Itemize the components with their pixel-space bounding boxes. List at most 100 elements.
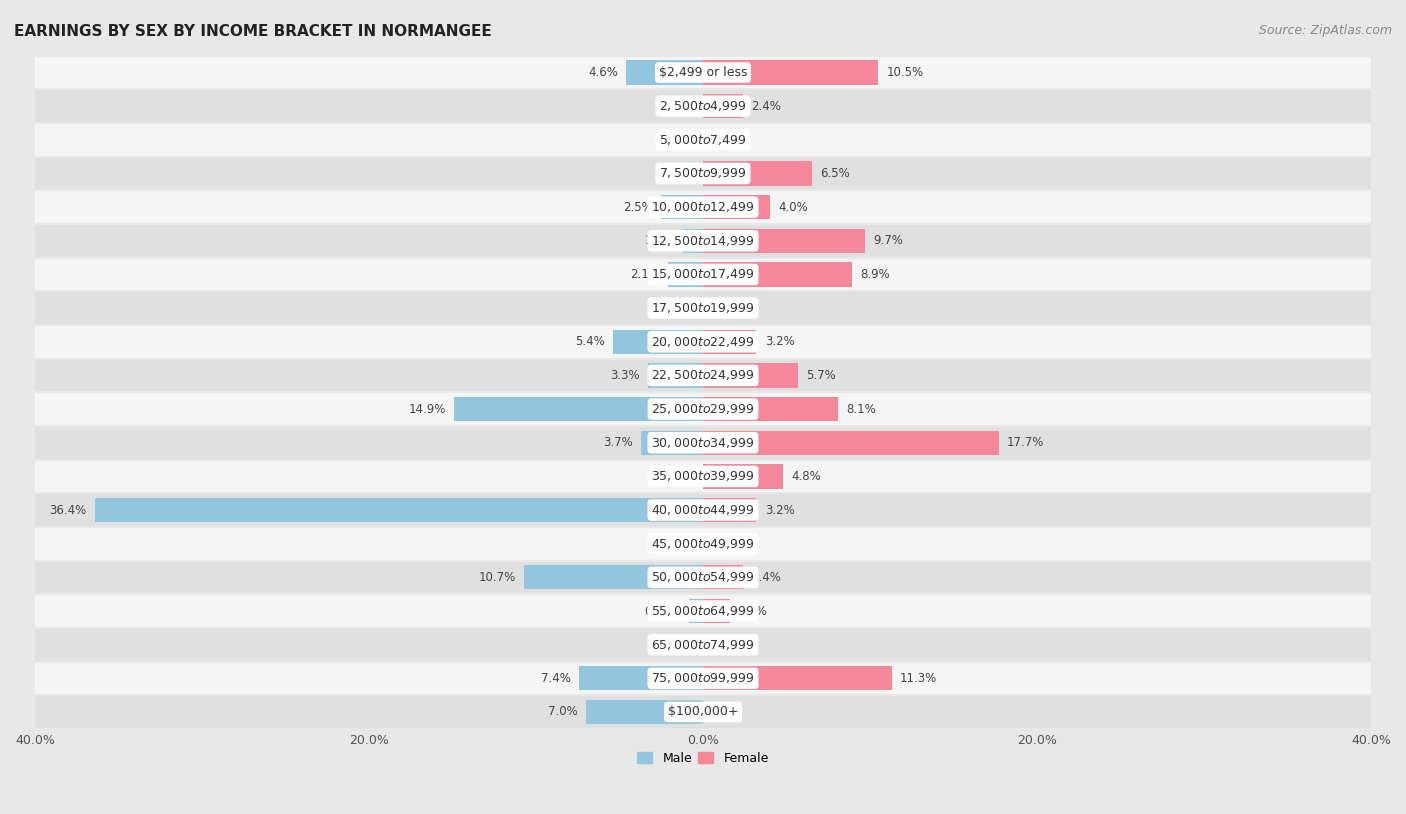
Text: 6.5%: 6.5% bbox=[820, 167, 849, 180]
Text: 0.0%: 0.0% bbox=[711, 133, 741, 147]
Bar bbox=[35, 695, 1371, 729]
Text: Source: ZipAtlas.com: Source: ZipAtlas.com bbox=[1258, 24, 1392, 37]
Bar bbox=[703, 363, 799, 387]
Text: 10.5%: 10.5% bbox=[887, 66, 924, 79]
Bar bbox=[579, 666, 703, 690]
Bar bbox=[703, 161, 811, 186]
Text: 10.7%: 10.7% bbox=[478, 571, 516, 584]
Bar bbox=[35, 123, 1371, 156]
Text: 11.3%: 11.3% bbox=[900, 672, 938, 685]
Text: 0.0%: 0.0% bbox=[665, 167, 695, 180]
Text: $10,000 to $12,499: $10,000 to $12,499 bbox=[651, 200, 755, 214]
Text: 0.0%: 0.0% bbox=[711, 706, 741, 719]
Text: $17,500 to $19,999: $17,500 to $19,999 bbox=[651, 301, 755, 315]
Text: $2,499 or less: $2,499 or less bbox=[659, 66, 747, 79]
Text: 0.0%: 0.0% bbox=[665, 302, 695, 315]
Text: 0.0%: 0.0% bbox=[665, 638, 695, 651]
Bar bbox=[35, 190, 1371, 224]
Text: 9.7%: 9.7% bbox=[873, 234, 903, 247]
Text: $40,000 to $44,999: $40,000 to $44,999 bbox=[651, 503, 755, 517]
Text: $7,500 to $9,999: $7,500 to $9,999 bbox=[659, 167, 747, 181]
Text: $35,000 to $39,999: $35,000 to $39,999 bbox=[651, 470, 755, 484]
Bar bbox=[703, 599, 730, 624]
Text: 2.1%: 2.1% bbox=[630, 268, 659, 281]
Bar bbox=[35, 594, 1371, 628]
Text: $5,000 to $7,499: $5,000 to $7,499 bbox=[659, 133, 747, 147]
Bar bbox=[35, 325, 1371, 359]
Bar bbox=[586, 700, 703, 724]
Text: 14.9%: 14.9% bbox=[408, 403, 446, 416]
Text: 3.7%: 3.7% bbox=[603, 436, 633, 449]
Text: 2.4%: 2.4% bbox=[751, 99, 782, 112]
Text: $65,000 to $74,999: $65,000 to $74,999 bbox=[651, 637, 755, 652]
Text: 0.0%: 0.0% bbox=[665, 470, 695, 483]
Bar bbox=[613, 330, 703, 354]
Bar bbox=[35, 561, 1371, 594]
Text: 0.0%: 0.0% bbox=[711, 638, 741, 651]
Bar bbox=[35, 460, 1371, 493]
Bar bbox=[626, 60, 703, 85]
Bar bbox=[703, 262, 852, 287]
Bar bbox=[683, 229, 703, 253]
Text: 0.0%: 0.0% bbox=[665, 133, 695, 147]
Bar bbox=[35, 224, 1371, 258]
Text: 7.4%: 7.4% bbox=[541, 672, 571, 685]
Bar bbox=[703, 330, 756, 354]
Text: $22,500 to $24,999: $22,500 to $24,999 bbox=[651, 369, 755, 383]
Text: 0.0%: 0.0% bbox=[665, 537, 695, 550]
Text: 1.2%: 1.2% bbox=[645, 234, 675, 247]
Text: 3.2%: 3.2% bbox=[765, 335, 794, 348]
Text: 0.0%: 0.0% bbox=[665, 99, 695, 112]
Text: $20,000 to $22,499: $20,000 to $22,499 bbox=[651, 335, 755, 348]
Text: $55,000 to $64,999: $55,000 to $64,999 bbox=[651, 604, 755, 618]
Text: 2.5%: 2.5% bbox=[623, 200, 652, 213]
Bar bbox=[703, 431, 998, 455]
Text: $2,500 to $4,999: $2,500 to $4,999 bbox=[659, 99, 747, 113]
Bar bbox=[703, 666, 891, 690]
Text: 4.8%: 4.8% bbox=[792, 470, 821, 483]
Bar bbox=[703, 195, 770, 219]
Bar bbox=[35, 55, 1371, 90]
Bar bbox=[35, 527, 1371, 561]
Text: 17.7%: 17.7% bbox=[1007, 436, 1045, 449]
Text: 8.1%: 8.1% bbox=[846, 403, 876, 416]
Text: $15,000 to $17,499: $15,000 to $17,499 bbox=[651, 268, 755, 282]
Text: 0.0%: 0.0% bbox=[711, 537, 741, 550]
Legend: Male, Female: Male, Female bbox=[633, 746, 773, 770]
Bar bbox=[35, 258, 1371, 291]
Text: 4.0%: 4.0% bbox=[778, 200, 808, 213]
Bar bbox=[524, 565, 703, 589]
Bar bbox=[703, 565, 744, 589]
Text: $100,000+: $100,000+ bbox=[668, 706, 738, 719]
Bar bbox=[35, 156, 1371, 190]
Text: 0.0%: 0.0% bbox=[711, 302, 741, 315]
Bar bbox=[35, 426, 1371, 460]
Text: EARNINGS BY SEX BY INCOME BRACKET IN NORMANGEE: EARNINGS BY SEX BY INCOME BRACKET IN NOR… bbox=[14, 24, 492, 39]
Bar bbox=[35, 493, 1371, 527]
Text: $75,000 to $99,999: $75,000 to $99,999 bbox=[651, 672, 755, 685]
Bar bbox=[668, 262, 703, 287]
Bar bbox=[35, 291, 1371, 325]
Bar bbox=[661, 195, 703, 219]
Text: $45,000 to $49,999: $45,000 to $49,999 bbox=[651, 536, 755, 551]
Bar bbox=[703, 464, 783, 488]
Bar bbox=[454, 397, 703, 421]
Text: $30,000 to $34,999: $30,000 to $34,999 bbox=[651, 435, 755, 450]
Text: 2.4%: 2.4% bbox=[751, 571, 782, 584]
Text: $12,500 to $14,999: $12,500 to $14,999 bbox=[651, 234, 755, 247]
Text: $25,000 to $29,999: $25,000 to $29,999 bbox=[651, 402, 755, 416]
Bar bbox=[35, 90, 1371, 123]
Text: 5.7%: 5.7% bbox=[807, 369, 837, 382]
Bar bbox=[35, 392, 1371, 426]
Bar bbox=[703, 60, 879, 85]
Text: 3.2%: 3.2% bbox=[765, 504, 794, 517]
Bar bbox=[96, 498, 703, 522]
Text: 3.3%: 3.3% bbox=[610, 369, 640, 382]
Bar bbox=[35, 359, 1371, 392]
Bar bbox=[703, 397, 838, 421]
Bar bbox=[641, 431, 703, 455]
Text: 7.0%: 7.0% bbox=[548, 706, 578, 719]
Text: 4.6%: 4.6% bbox=[588, 66, 617, 79]
Text: $50,000 to $54,999: $50,000 to $54,999 bbox=[651, 571, 755, 584]
Text: 8.9%: 8.9% bbox=[860, 268, 890, 281]
